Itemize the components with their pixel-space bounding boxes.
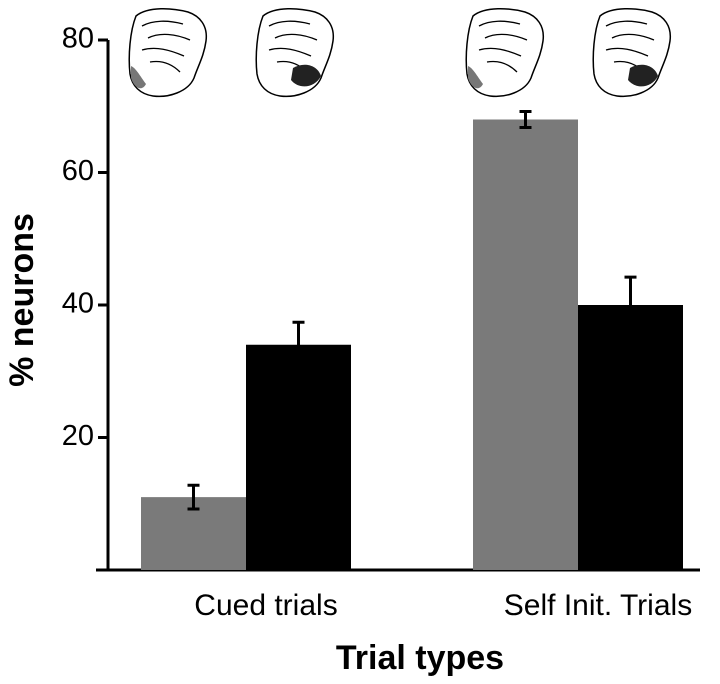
y-tick-label: 60 xyxy=(62,155,94,187)
x-tick-label: Cued trials xyxy=(194,589,337,622)
brain-icon xyxy=(128,7,208,98)
y-tick-label: 80 xyxy=(62,23,94,55)
bar xyxy=(578,305,683,570)
error-bar xyxy=(187,483,200,511)
error-bar xyxy=(292,320,305,369)
y-tick-label: 40 xyxy=(62,288,94,320)
y-tick-label: 20 xyxy=(62,420,94,452)
error-bar xyxy=(519,110,532,129)
error-bar xyxy=(624,275,637,335)
x-axis-label: Trial types xyxy=(336,639,504,677)
brain-icon xyxy=(465,7,545,98)
brain-icon xyxy=(592,7,672,98)
bar xyxy=(246,344,351,570)
x-tick-label: Self Init. Trials xyxy=(504,589,692,622)
brain-icon xyxy=(255,7,335,98)
y-axis-label: % neurons xyxy=(3,213,41,387)
bar xyxy=(473,119,578,570)
